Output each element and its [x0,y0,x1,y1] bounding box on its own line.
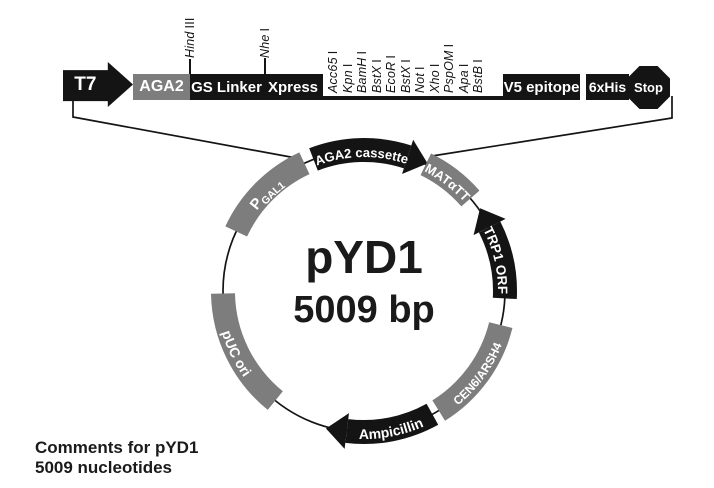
gs-linker-box: GS Linker [190,74,263,100]
trp1-orf-arrowhead [473,208,506,236]
mat-alpha-tt-arc [420,153,480,207]
aga2-cassette-arc [309,138,412,171]
stop-label: Stop [634,80,663,95]
restriction-site-label: PspOMI [442,43,456,93]
restriction-site-label: NotI [413,66,427,93]
restriction-site-label: BstXI [398,59,413,93]
restriction-site-label-hindiii: HindIII [183,17,197,58]
cen6-arsh4-label: CEN6/ARSH4 [451,340,505,408]
puc-ori-arc [211,293,284,410]
stop-sign: Stop [627,66,670,109]
restriction-site-label-nhei: NheI [258,27,272,58]
restriction-site-label: EcoRI [384,54,398,93]
comments-line2: 5009 nucleotides [35,458,173,477]
hindiii-tick [189,59,191,74]
aga2-cassette-arrowhead [402,139,428,175]
v5-epitope-box: V5 epitope [503,74,580,100]
bracket-line-right [431,96,673,157]
restriction-site-label: Acc65I [326,50,340,93]
mcs-baseline-strip [323,95,503,100]
aga2-box: AGA2 [133,74,190,100]
restriction-site-label: KpnI [340,63,355,93]
trp1-orf-arc [478,221,517,300]
plasmid-size: 5009 bp [293,289,435,331]
ampicillin-arrowhead [325,413,349,449]
comments-line1: Comments for pYD1 [35,438,199,457]
restriction-site-label: BstBI [471,59,485,93]
restriction-site-label: BamHI [355,50,369,93]
t7-label: T7 [74,73,97,95]
nhei-tick [264,58,266,74]
xpress-box: Xpress [263,74,323,100]
bracket-line-left [72,101,297,159]
cen6-arsh4-arc [432,321,513,421]
pgal1-promoter-arc [225,152,310,237]
ampicillin-arc [345,403,439,445]
plasmid-name: pYD1 [305,231,423,283]
6xhis-box: 6xHis [586,74,629,100]
restriction-site-label: BstXI [369,59,384,93]
restriction-site-label: ApaI [456,63,471,93]
comments-block: Comments for pYD1 5009 nucleotides [35,438,198,478]
restriction-site-label: XhoI [427,63,442,93]
